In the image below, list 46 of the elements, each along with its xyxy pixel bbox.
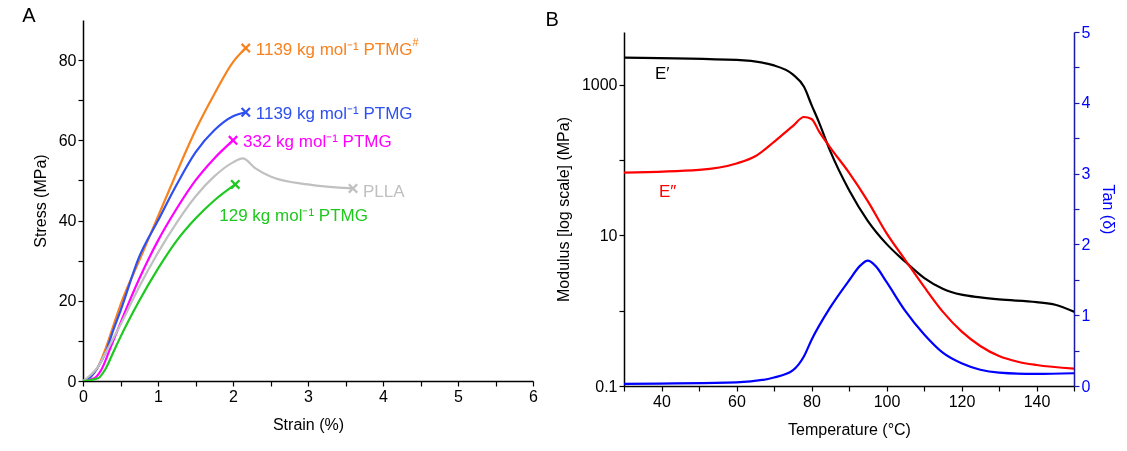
point — [229, 179, 241, 190]
series-label: 129 kg mol⁻¹ PTMG — [219, 206, 368, 226]
y2-tick-label: 5 — [1081, 23, 1091, 41]
series-label: 1139 kg mol⁻¹ PTMG# — [255, 36, 420, 60]
x-tick-label: 3 — [304, 387, 314, 405]
y-tick-label: 80 — [58, 51, 77, 69]
y-tick-label: 0 — [67, 372, 77, 390]
line-series — [624, 115, 1074, 370]
x-axis-title: Strain (%) — [272, 415, 345, 433]
y-tick-label: 60 — [58, 131, 77, 149]
x-tick-label: 40 — [653, 392, 671, 410]
x-tick-label: 1 — [154, 387, 164, 405]
y-axis-title: Stress (MPa) — [31, 154, 49, 248]
y-tick-label: 0.1 — [595, 377, 618, 395]
y2-tick-label: 3 — [1081, 165, 1091, 183]
x-tick-label: 60 — [728, 392, 746, 410]
y2-tick-label: 4 — [1081, 94, 1091, 112]
y-tick-label: 40 — [58, 212, 77, 230]
y2-tick-label: 1 — [1081, 306, 1091, 324]
x-tick-label: 5 — [454, 387, 464, 405]
point — [240, 42, 252, 54]
point — [347, 183, 359, 194]
point — [227, 135, 239, 146]
x-tick-label: 140 — [1023, 392, 1051, 410]
x-tick-label: 2 — [229, 387, 239, 405]
y-tick-label: 20 — [58, 292, 77, 310]
series-label: 332 kg mol⁻¹ PTMG — [243, 132, 392, 152]
series-label: E′ — [655, 63, 670, 83]
point — [240, 106, 252, 118]
y-tick-label: 1000 — [581, 76, 618, 94]
y2-axis-title: Tan (δ) — [1100, 184, 1118, 235]
x-tick-label: 120 — [948, 392, 976, 410]
y-tick-label: 10 — [599, 226, 618, 244]
x-tick-label: 4 — [379, 387, 389, 405]
chart-title: A — [22, 4, 37, 26]
y-axis-title: Modulus [log scale] (MPa) — [554, 117, 572, 302]
x-tick-label: 80 — [803, 392, 821, 410]
x-tick-label: 100 — [873, 392, 901, 410]
series-label: 1139 kg mol⁻¹ PTMG — [255, 104, 413, 124]
chart-title: B — [545, 8, 559, 30]
x-tick-label: 0 — [79, 387, 89, 405]
series-label: PLLA — [363, 182, 406, 202]
x-tick-label: 6 — [529, 387, 539, 405]
x-axis-title: Temperature (°C) — [788, 420, 911, 438]
y2-tick-label: 2 — [1081, 235, 1091, 253]
series-label: E″ — [659, 181, 677, 201]
